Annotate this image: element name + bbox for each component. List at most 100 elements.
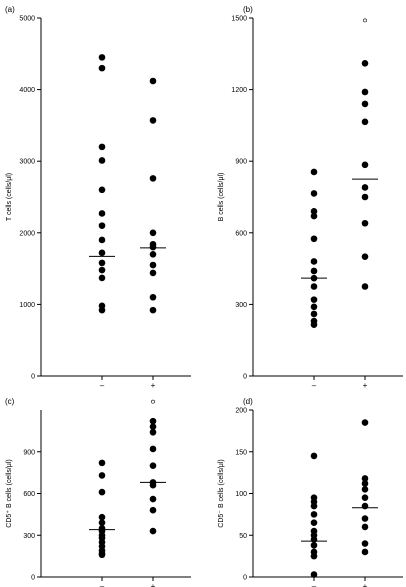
data-point [361, 419, 369, 426]
data-point [361, 548, 369, 556]
data-point [149, 261, 157, 269]
data-point [149, 250, 157, 258]
y-tick-label: 50 [239, 533, 247, 540]
y-tick-label: 5000 [19, 16, 35, 23]
data-point [361, 118, 369, 126]
x-tick-label: – [100, 381, 105, 390]
data-point [361, 100, 369, 108]
y-tick-label: 1500 [231, 16, 247, 23]
data-point [149, 293, 157, 301]
data-point [361, 540, 369, 547]
panel-b: (b) 0 300 600 900 1200 1500 B cells (cells/μl) –… [218, 5, 403, 390]
data-point [149, 445, 157, 453]
y-tick-label: 1200 [231, 87, 247, 94]
outlier-point [151, 399, 155, 404]
data-point [310, 321, 318, 328]
data-point [361, 184, 369, 191]
y-tick-label: 300 [23, 533, 35, 540]
data-point [98, 472, 106, 479]
data-point [98, 157, 106, 164]
data-point [310, 571, 318, 578]
y-tick-label: 1000 [19, 302, 35, 309]
data-point [98, 266, 106, 274]
y-tick-label: 100 [235, 491, 247, 498]
data-point [310, 168, 318, 176]
x-tick-label: + [151, 381, 156, 390]
data-point [98, 249, 106, 257]
data-point [98, 186, 106, 194]
y-tick-label: 150 [235, 449, 247, 456]
panel-a: (a) 0 1000 2000 3000 4000 5000 T cells (cells/μ… [5, 5, 191, 390]
y-tick-label: 0 [31, 374, 35, 381]
data-point [149, 428, 157, 436]
data-point [98, 259, 106, 267]
y-axis-label: CD5⁺ B cells (cells/μl) [6, 459, 13, 527]
data-point [361, 253, 369, 260]
data-point [310, 190, 318, 197]
data-point [149, 481, 157, 489]
data-point [149, 77, 157, 85]
outlier-point [363, 18, 367, 23]
data-point [98, 551, 106, 559]
data-point [149, 269, 157, 277]
data-point [361, 60, 369, 67]
y-tick-label: 900 [23, 449, 35, 456]
data-point [310, 235, 318, 243]
x-tick-label: + [363, 582, 368, 587]
data-point [361, 219, 369, 227]
data-point [310, 511, 318, 518]
x-tick-label: – [312, 582, 317, 587]
data-point [310, 303, 318, 311]
data-point [361, 515, 369, 522]
x-tick-label: + [363, 381, 368, 390]
data-point [149, 229, 157, 237]
y-axis-label: T cells (cells/μl) [6, 173, 13, 221]
panel-label: (c) [5, 397, 15, 406]
panel-label: (a) [5, 5, 15, 14]
y-tick-label: 600 [235, 230, 247, 237]
y-tick-label: 2000 [19, 230, 35, 237]
data-point [98, 54, 106, 61]
data-point [310, 310, 318, 318]
panel-c: (c) 0 300 600 900 CD5⁺ B cells (cells/μl) – + [5, 397, 191, 587]
data-point [310, 452, 318, 460]
data-point [98, 513, 106, 521]
data-point [98, 143, 106, 151]
data-point [149, 506, 157, 514]
data-point [98, 459, 106, 467]
data-point [361, 161, 369, 169]
y-tick-label: 0 [243, 374, 247, 381]
y-axis-label: CD5⁻ B cells (cells/μl) [218, 459, 225, 527]
data-point [310, 552, 318, 560]
x-tick-label: + [151, 582, 156, 587]
y-tick-label: 600 [23, 491, 35, 498]
data-point [310, 212, 318, 220]
data-point [98, 488, 106, 496]
data-point [361, 193, 369, 201]
panel-label: (b) [243, 5, 253, 14]
data-point [98, 64, 106, 72]
data-point [149, 495, 157, 503]
data-point [361, 502, 369, 510]
data-point [310, 502, 318, 510]
data-point [310, 283, 318, 290]
data-point [310, 267, 318, 275]
x-tick-label: – [100, 582, 105, 587]
data-point [149, 527, 157, 535]
data-point [98, 274, 106, 282]
data-point [98, 222, 106, 229]
data-point [98, 519, 106, 527]
y-axis-label: B cells (cells/μl) [218, 173, 225, 222]
panel-label: (d) [243, 397, 253, 406]
panel-d: (d) 0 50 100 150 200 CD5⁻ B cells (cells/μl) – + [218, 397, 403, 587]
data-point [149, 423, 157, 431]
y-tick-label: 0 [31, 575, 35, 582]
data-point [149, 175, 157, 182]
data-point [361, 523, 369, 531]
y-tick-label: 300 [235, 302, 247, 309]
data-point [361, 88, 369, 96]
data-point [98, 236, 106, 244]
data-point [361, 283, 369, 290]
data-point [310, 296, 318, 303]
